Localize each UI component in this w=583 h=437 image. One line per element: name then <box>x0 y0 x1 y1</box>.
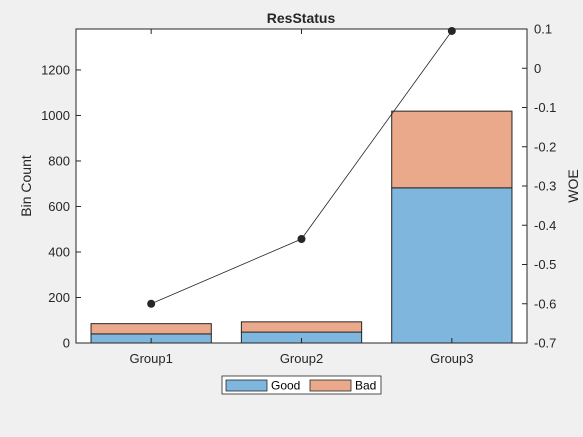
right-axis: -0.7 -0.6 -0.5 -0.4 -0.3 -0.2 -0.1 0 0.1 <box>522 22 556 351</box>
y2-tick-label: -0.4 <box>534 218 556 233</box>
y2-tick-label: 0 <box>534 61 541 76</box>
x-tick-label: Group2 <box>280 351 323 366</box>
bar-bad-group1 <box>90 323 212 335</box>
y-tick-label: 1000 <box>41 108 70 123</box>
y-tick-label: 800 <box>48 153 70 168</box>
y2-tick-label: -0.5 <box>534 257 556 272</box>
bars-group <box>90 110 513 344</box>
legend-label-good: Good <box>271 379 300 393</box>
y2-tick-label: 0.1 <box>534 22 552 37</box>
y2-tick-label: -0.1 <box>534 100 556 115</box>
y2-axis-label: WOE <box>565 169 581 202</box>
bar-bad-group2 <box>240 321 363 333</box>
y2-tick-label: -0.7 <box>534 336 556 351</box>
y-axis-label: Bin Count <box>18 155 34 217</box>
woe-point-group2 <box>297 234 306 243</box>
legend: Good Bad <box>221 375 382 395</box>
left-axis: 0 200 400 600 800 1000 1200 <box>41 62 81 351</box>
woe-point-group1 <box>147 299 156 308</box>
y-tick-label: 400 <box>48 244 70 259</box>
x-tick-label: Group1 <box>129 351 172 366</box>
y-tick-label: 600 <box>48 199 70 214</box>
y-tick-label: 0 <box>63 336 70 351</box>
y2-tick-label: -0.2 <box>534 139 556 154</box>
x-axis: Group1 Group2 Group3 <box>129 29 474 366</box>
bar-good-group3 <box>391 187 513 344</box>
y2-tick-label: -0.6 <box>534 296 556 311</box>
legend-label-bad: Bad <box>355 379 376 393</box>
chart-title: ResStatus <box>267 10 336 26</box>
legend-swatch-good <box>225 379 268 392</box>
y2-tick-label: -0.3 <box>534 179 556 194</box>
bar-bad-group3 <box>391 110 513 189</box>
y-tick-label: 1200 <box>41 62 70 77</box>
legend-swatch-bad <box>309 379 352 392</box>
y-tick-label: 200 <box>48 290 70 305</box>
x-tick-label: Group3 <box>430 351 473 366</box>
